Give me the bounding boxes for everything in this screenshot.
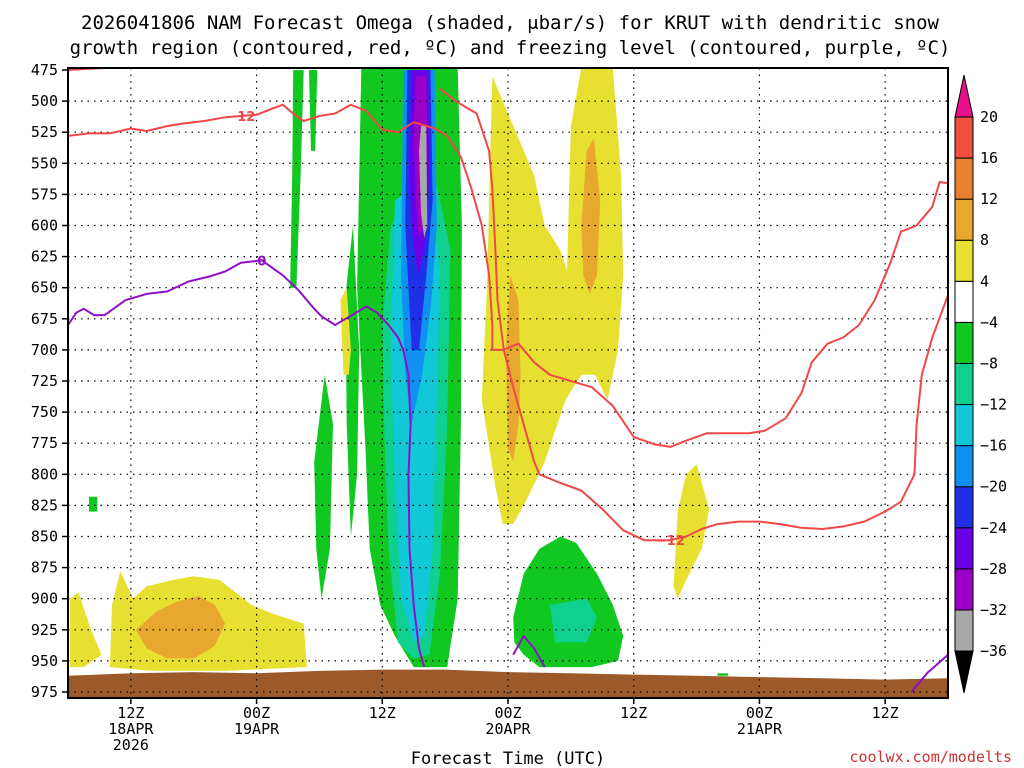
colorbar-swatch [954, 116, 974, 159]
omega-region [89, 496, 98, 512]
omega-shading [70, 68, 728, 676]
x-tick-label: 12Z [369, 704, 396, 722]
y-tick-label: 575 [31, 185, 58, 203]
colorbar-label: 12 [980, 190, 998, 208]
y-tick-label: 675 [31, 310, 58, 328]
omega-region [309, 70, 318, 151]
y-tick-label: 500 [31, 92, 58, 110]
omega-region [673, 464, 710, 599]
omega-region [513, 536, 624, 668]
y-tick-label: 625 [31, 248, 58, 266]
colorbar-bottom-arrow [954, 650, 974, 694]
x-tick-label: 00Z [494, 704, 521, 722]
ground-layer [68, 669, 948, 698]
dendritic-contour-label: −12 [656, 534, 685, 549]
colorbar-label: −12 [980, 396, 1007, 414]
x-tick-label: 20APR [485, 720, 531, 738]
grid-lines [68, 68, 948, 698]
y-tick-label: 600 [31, 217, 58, 235]
colorbar-swatch [954, 198, 974, 241]
colorbar-label: −32 [980, 601, 1007, 619]
omega-region [340, 287, 351, 375]
ground-surface [68, 669, 948, 698]
x-tick-label: 12Z [620, 704, 647, 722]
chart-title-line2: growth region (contoured, red, ºC) and f… [70, 37, 951, 59]
x-tick-label: 19APR [234, 720, 280, 738]
omega-region [70, 592, 102, 668]
colorbar-swatch [954, 280, 974, 323]
x-tick-label: 2026 [113, 736, 149, 754]
y-tick-label: 775 [31, 434, 58, 452]
colorbar-label: −20 [980, 478, 1007, 496]
colorbar-label: 4 [980, 272, 989, 290]
colorbar-swatch [954, 486, 974, 529]
colorbar-swatch [954, 157, 974, 200]
y-tick-label: 925 [31, 621, 58, 639]
x-tick-label: 18APR [108, 720, 154, 738]
colorbar-label: 8 [980, 231, 989, 249]
x-axis-label: Forecast Time (UTC) [411, 749, 605, 768]
colorbar-label: −28 [980, 560, 1007, 578]
colorbar-label: 16 [980, 149, 998, 167]
omega-region [345, 225, 360, 537]
x-tick-label: 00Z [243, 704, 270, 722]
omega-region [136, 596, 226, 659]
x-tick-label: 00Z [746, 704, 773, 722]
omega-region [581, 138, 601, 294]
y-tick-label: 750 [31, 403, 58, 421]
freezing-level-contour-label: 0 [257, 254, 266, 269]
colorbar-label: −36 [980, 642, 1007, 660]
y-tick-label: 550 [31, 154, 58, 172]
y-tick-label: 650 [31, 279, 58, 297]
freezing-level-contour [67, 259, 426, 668]
y-tick-label: 850 [31, 528, 58, 546]
colorbar-label: 20 [980, 108, 998, 126]
chart-title-line1: 2026041806 NAM Forecast Omega (shaded, μ… [81, 12, 939, 34]
y-tick-label: 475 [31, 61, 58, 79]
colorbar-label: −16 [980, 437, 1007, 455]
omega-region [505, 275, 521, 462]
colorbar-swatch [954, 404, 974, 447]
omega-region [549, 598, 597, 643]
colorbar-swatch [954, 609, 974, 652]
colorbar-swatch [954, 362, 974, 406]
y-tick-label: 875 [31, 559, 58, 577]
colorbar-swatch [954, 568, 974, 611]
colorbar-label: −24 [980, 519, 1007, 537]
x-tick-label: 12Z [872, 704, 899, 722]
y-tick-label: 525 [31, 123, 58, 141]
dendritic-contour-label: −12 [226, 110, 255, 125]
y-tick-label: 800 [31, 465, 58, 483]
y-axis: 475 500 525 550 575 600 625 650 675 700 725 750 775 8… [31, 61, 68, 701]
y-tick-label: 825 [31, 496, 58, 514]
colorbar-swatch [954, 527, 974, 570]
omega-region [717, 673, 728, 676]
colorbar-label: −4 [980, 313, 998, 331]
colorbar: 20 16 12 8 4 −4 −8 −12 −16 −20 −24 −28 −32 −36 [954, 74, 1007, 694]
colorbar-swatch [954, 239, 974, 282]
dendritic-contour [67, 103, 949, 448]
credit-text: coolwx.com/modelts [849, 748, 1012, 766]
contour-layer: −12 −12 0 [67, 67, 949, 693]
x-tick-label: 12Z [117, 704, 144, 722]
dendritic-contour [439, 87, 949, 542]
colorbar-swatch [954, 445, 974, 488]
colorbar-top-arrow [954, 74, 974, 118]
omega-region [314, 374, 333, 599]
omega-region [290, 70, 304, 288]
y-tick-label: 975 [31, 683, 58, 701]
omega-region [419, 126, 428, 238]
y-tick-label: 725 [31, 372, 58, 390]
x-tick-label: 21APR [737, 720, 783, 738]
freezing-level-contour [910, 653, 949, 693]
plot-area: −12 −12 0 [67, 67, 949, 699]
y-tick-label: 700 [31, 341, 58, 359]
colorbar-swatch [954, 321, 974, 364]
y-tick-label: 950 [31, 652, 58, 670]
y-tick-label: 900 [31, 590, 58, 608]
colorbar-label: −8 [980, 354, 998, 372]
freezing-level-contour [512, 635, 546, 668]
